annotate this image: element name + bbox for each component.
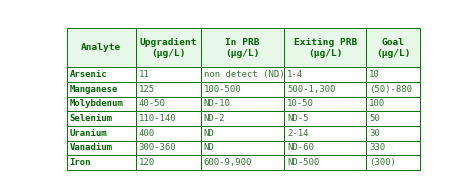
Text: Analyte: Analyte: [81, 43, 121, 52]
Bar: [366, 82, 420, 97]
Text: Exiting PRB
(µg/L): Exiting PRB (µg/L): [294, 38, 357, 58]
Bar: [285, 126, 366, 141]
Text: ND-2: ND-2: [204, 114, 225, 123]
Text: 400: 400: [139, 129, 155, 138]
Bar: [135, 111, 200, 126]
Text: ND-500: ND-500: [287, 158, 320, 167]
Text: Iron: Iron: [70, 158, 91, 167]
Bar: [66, 67, 135, 82]
Text: Upgradient
(µg/L): Upgradient (µg/L): [139, 38, 197, 58]
Text: 110-140: 110-140: [139, 114, 176, 123]
Text: 330: 330: [369, 143, 385, 152]
Bar: [366, 111, 420, 126]
Text: In PRB
(µg/L): In PRB (µg/L): [225, 38, 260, 58]
Bar: [66, 111, 135, 126]
Bar: [285, 111, 366, 126]
Text: 500-1,300: 500-1,300: [287, 85, 336, 94]
Text: ND-60: ND-60: [287, 143, 314, 152]
Text: 10: 10: [369, 70, 380, 79]
Text: Arsenic: Arsenic: [70, 70, 107, 79]
Text: 40-50: 40-50: [139, 99, 165, 108]
Bar: [366, 97, 420, 111]
Text: Uranium: Uranium: [70, 129, 107, 138]
Bar: [66, 28, 135, 67]
Text: (300): (300): [369, 158, 396, 167]
Text: 11: 11: [139, 70, 149, 79]
Bar: [366, 67, 420, 82]
Bar: [366, 141, 420, 155]
Bar: [66, 141, 135, 155]
Bar: [285, 155, 366, 170]
Bar: [135, 155, 200, 170]
Text: non detect (ND): non detect (ND): [204, 70, 284, 79]
Text: Manganese: Manganese: [70, 85, 118, 94]
Bar: [285, 141, 366, 155]
Bar: [366, 126, 420, 141]
Bar: [285, 67, 366, 82]
Text: Molybdenum: Molybdenum: [70, 99, 124, 108]
Text: 30: 30: [369, 129, 380, 138]
Bar: [285, 82, 366, 97]
Text: ND: ND: [204, 143, 214, 152]
Bar: [285, 28, 366, 67]
Text: 1-4: 1-4: [287, 70, 304, 79]
Text: 10-50: 10-50: [287, 99, 314, 108]
Text: 125: 125: [139, 85, 155, 94]
Bar: [200, 126, 285, 141]
Text: 120: 120: [139, 158, 155, 167]
Text: Selenium: Selenium: [70, 114, 113, 123]
Bar: [135, 97, 200, 111]
Bar: [66, 97, 135, 111]
Bar: [366, 155, 420, 170]
Bar: [200, 82, 285, 97]
Bar: [135, 141, 200, 155]
Bar: [135, 126, 200, 141]
Text: 300-360: 300-360: [139, 143, 176, 152]
Text: Goal
(µg/L): Goal (µg/L): [376, 38, 410, 58]
Bar: [200, 111, 285, 126]
Text: 100-500: 100-500: [204, 85, 241, 94]
Bar: [66, 126, 135, 141]
Bar: [66, 82, 135, 97]
Bar: [135, 82, 200, 97]
Text: ND-5: ND-5: [287, 114, 309, 123]
Text: (50)-880: (50)-880: [369, 85, 412, 94]
Text: ND: ND: [204, 129, 214, 138]
Text: 50: 50: [369, 114, 380, 123]
Bar: [366, 28, 420, 67]
Bar: [200, 141, 285, 155]
Bar: [200, 97, 285, 111]
Bar: [200, 155, 285, 170]
Text: 100: 100: [369, 99, 385, 108]
Text: 2-14: 2-14: [287, 129, 309, 138]
Bar: [66, 155, 135, 170]
Text: ND-10: ND-10: [204, 99, 230, 108]
Bar: [285, 97, 366, 111]
Text: 600-9,900: 600-9,900: [204, 158, 252, 167]
Bar: [200, 67, 285, 82]
Bar: [135, 67, 200, 82]
Bar: [135, 28, 200, 67]
Text: Vanadium: Vanadium: [70, 143, 113, 152]
Bar: [200, 28, 285, 67]
